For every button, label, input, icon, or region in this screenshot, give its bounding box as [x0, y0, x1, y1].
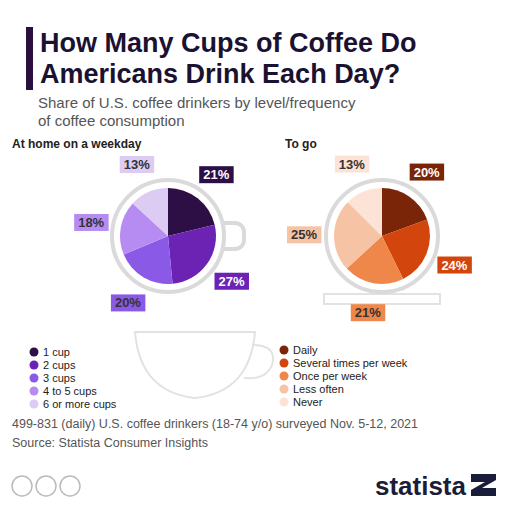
data-label-box	[111, 294, 145, 311]
logo-icon	[471, 474, 496, 496]
panel-title: To go	[285, 137, 317, 151]
data-label: 20%	[410, 164, 444, 181]
data-label-text: 24%	[441, 258, 467, 273]
legend-swatch	[280, 346, 289, 355]
cup-rim	[112, 180, 224, 292]
data-label: 18%	[74, 214, 108, 231]
data-label-box	[437, 257, 471, 274]
legend-label: 1 cup	[43, 346, 70, 358]
data-label: 24%	[437, 257, 471, 274]
legend-swatch	[30, 387, 39, 396]
pie-slice	[133, 188, 168, 236]
license-icon	[12, 476, 32, 496]
data-label: 21%	[351, 304, 385, 321]
legend-swatch	[30, 361, 39, 370]
legend-label: Less often	[293, 383, 344, 395]
data-label: 20%	[111, 294, 145, 311]
data-label-box	[120, 156, 154, 173]
data-label-box	[215, 273, 249, 290]
data-label-box	[74, 214, 108, 231]
license-icon	[36, 476, 56, 496]
legend-label: Never	[293, 396, 323, 408]
data-label-text: 21%	[355, 305, 381, 320]
legend-label: Daily	[293, 344, 318, 356]
data-label: 13%	[335, 156, 369, 173]
cup-rim	[326, 180, 438, 292]
note: 499-831 (daily) U.S. coffee drinkers (18…	[12, 417, 418, 431]
logo: statista	[375, 471, 467, 501]
pie-slice	[348, 188, 382, 236]
legend: DailySeveral times per weekOnce per week…	[280, 344, 408, 408]
slices	[334, 188, 430, 284]
pie-panel: To go 20% 24% 21% 25% 13% DailySeveral times p…	[280, 137, 472, 408]
slices	[120, 188, 216, 284]
data-label-text: 21%	[203, 167, 229, 182]
legend-swatch	[280, 359, 289, 368]
data-label-text: 20%	[414, 165, 440, 180]
title: How Many Cups of Coffee DoAmericans Drin…	[40, 28, 417, 89]
data-label-text: 13%	[339, 157, 365, 172]
data-label-text: 25%	[291, 227, 317, 242]
legend-label: 2 cups	[43, 359, 76, 371]
cup-lid	[324, 294, 440, 304]
data-label-text: 27%	[219, 274, 245, 289]
mug-handle	[244, 345, 273, 378]
data-label-box	[410, 164, 444, 181]
legend-swatch	[30, 400, 39, 409]
legend-label: 6 or more cups	[43, 398, 117, 410]
data-label-box	[199, 166, 233, 183]
legend-label: Once per week	[293, 370, 367, 382]
data-label-box	[351, 304, 385, 321]
data-label: 13%	[120, 156, 154, 173]
data-label-box	[335, 156, 369, 173]
pie-panel: At home on a weekday 21% 27% 20% 18% 13% 1 cup…	[12, 137, 273, 410]
legend-swatch	[280, 385, 289, 394]
source: Source: Statista Consumer Insights	[12, 436, 208, 450]
legend-label: 4 to 5 cups	[43, 385, 97, 397]
data-label: 27%	[215, 273, 249, 290]
legend-swatch	[30, 374, 39, 383]
legend-label: Several times per week	[293, 357, 408, 369]
data-label-box	[287, 226, 321, 243]
license-icon	[60, 476, 80, 496]
mug-body	[135, 332, 255, 398]
legend-label: 3 cups	[43, 372, 76, 384]
legend-swatch	[280, 372, 289, 381]
title-bar	[26, 27, 33, 90]
legend: 1 cup2 cups3 cups4 to 5 cups6 or more cu…	[30, 346, 117, 410]
subtitle: Share of U.S. coffee drinkers by level/f…	[38, 94, 356, 129]
legend-swatch	[30, 348, 39, 357]
panel-title: At home on a weekday	[12, 137, 142, 151]
data-label-text: 20%	[115, 295, 141, 310]
data-label-text: 13%	[124, 157, 150, 172]
data-label-text: 18%	[78, 215, 104, 230]
data-label: 25%	[287, 226, 321, 243]
data-label: 21%	[199, 166, 233, 183]
infographic: How Many Cups of Coffee DoAmericans Drin…	[0, 0, 506, 505]
pie-slice	[168, 225, 216, 284]
legend-swatch	[280, 398, 289, 407]
